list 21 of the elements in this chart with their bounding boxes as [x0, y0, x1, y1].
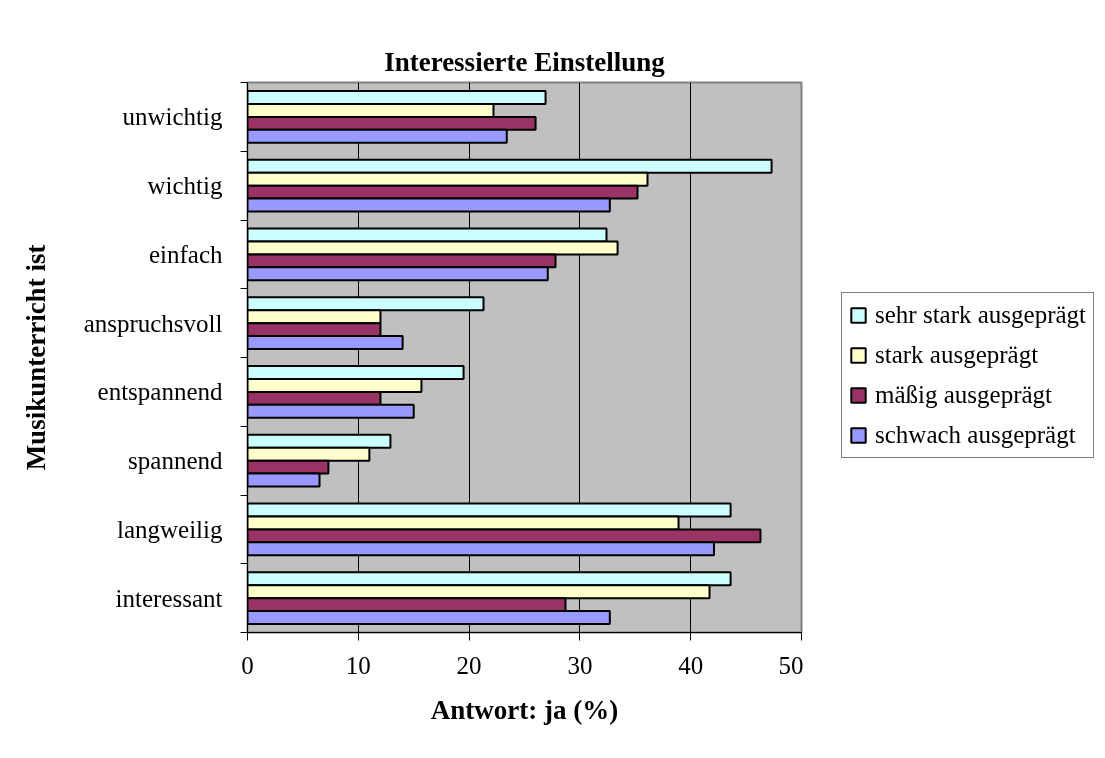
y-tick-label: entspannend — [97, 378, 223, 406]
y-axis-title: Musikunterricht ist — [20, 244, 51, 471]
x-tick-label: 20 — [456, 651, 482, 679]
x-tick-label: 10 — [345, 651, 371, 679]
legend-label: sehr stark ausgeprägt — [875, 300, 1087, 330]
y-tick-label: interessant — [115, 584, 223, 612]
x-tick-label: 0 — [241, 651, 254, 679]
chart-title: Interessierte Einstellung — [384, 46, 666, 77]
y-tick-label: einfach — [148, 240, 223, 268]
y-tick-label: unwichtig — [122, 103, 223, 131]
x-axis-title: Antwort: ja (%) — [430, 694, 619, 725]
legend-label: stark ausgeprägt — [875, 340, 1039, 370]
y-tick-label: anspruchsvoll — [83, 309, 223, 337]
x-tick-label: 50 — [778, 651, 804, 679]
legend-label: mäßig ausgeprägt — [875, 380, 1053, 410]
x-tick-label: 40 — [678, 651, 704, 679]
y-tick-label: wichtig — [147, 172, 223, 200]
y-tick-label: spannend — [128, 447, 223, 475]
x-tick-label: 30 — [567, 651, 593, 679]
y-tick-label: langweilig — [116, 515, 223, 543]
legend-label: schwach ausgeprägt — [875, 420, 1076, 450]
